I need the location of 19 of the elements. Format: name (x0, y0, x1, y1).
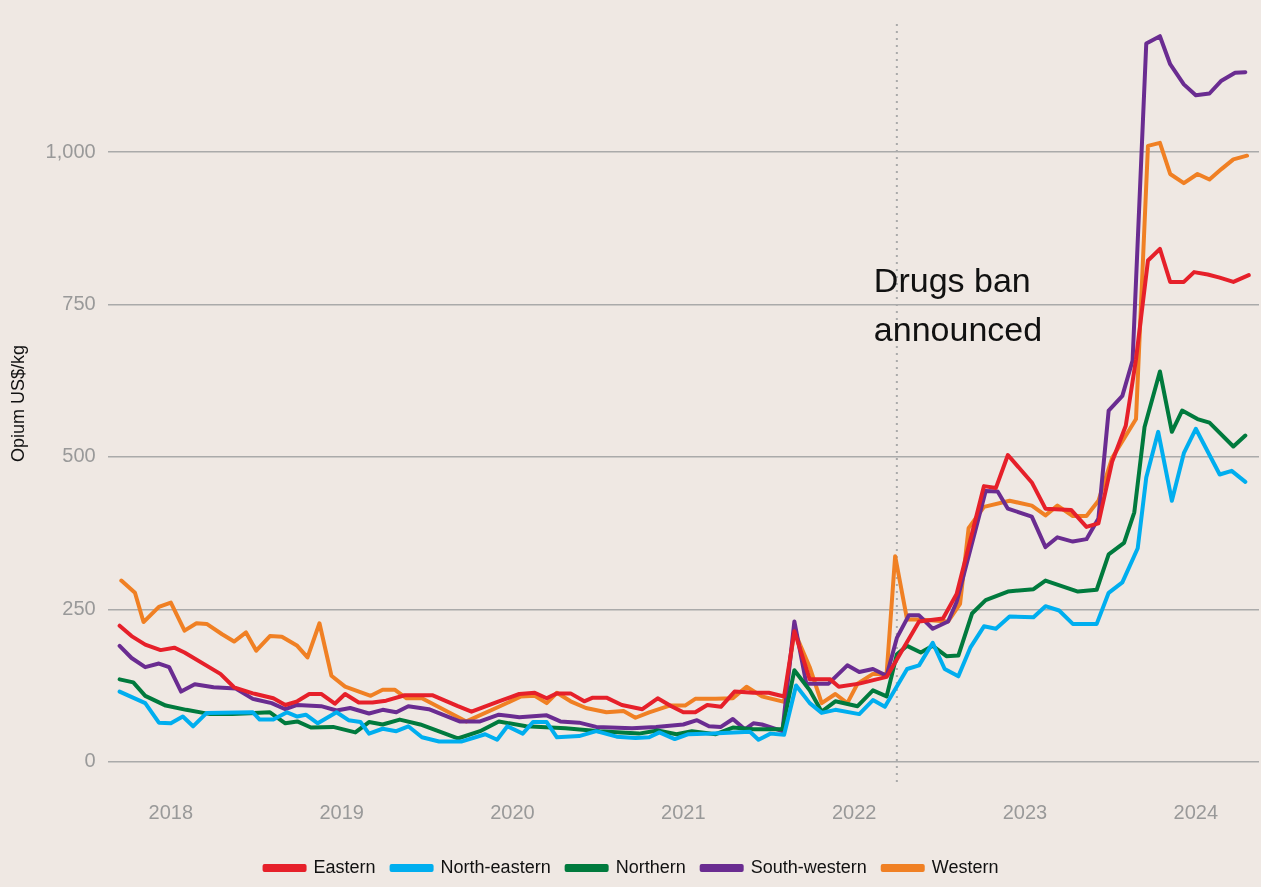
x-tick-label: 2020 (490, 800, 535, 823)
x-tick-label: 2018 (148, 800, 194, 823)
y-tick-label: 250 (62, 596, 96, 619)
y-tick-label: 500 (62, 444, 96, 467)
legend-label: Western (931, 856, 999, 877)
x-tick-label: 2024 (1173, 800, 1219, 823)
legend-label: Northern (615, 856, 686, 877)
y-axis-title: Opium US$/kg (7, 344, 28, 463)
legend-label: North-eastern (440, 856, 551, 877)
ref-line-label: Drugs ban announced (873, 261, 1043, 348)
y-tick-label: 750 (62, 291, 96, 314)
x-tick-label: 2019 (319, 800, 364, 823)
x-tick-label: 2021 (661, 800, 706, 823)
y-tick-label: 1,000 (45, 139, 96, 162)
legend-label: Eastern (313, 856, 376, 877)
x-tick-label: 2022 (831, 800, 877, 823)
y-tick-label: 0 (84, 749, 96, 772)
x-tick-label: 2023 (1002, 800, 1048, 823)
legend-label: South-western (750, 856, 867, 877)
